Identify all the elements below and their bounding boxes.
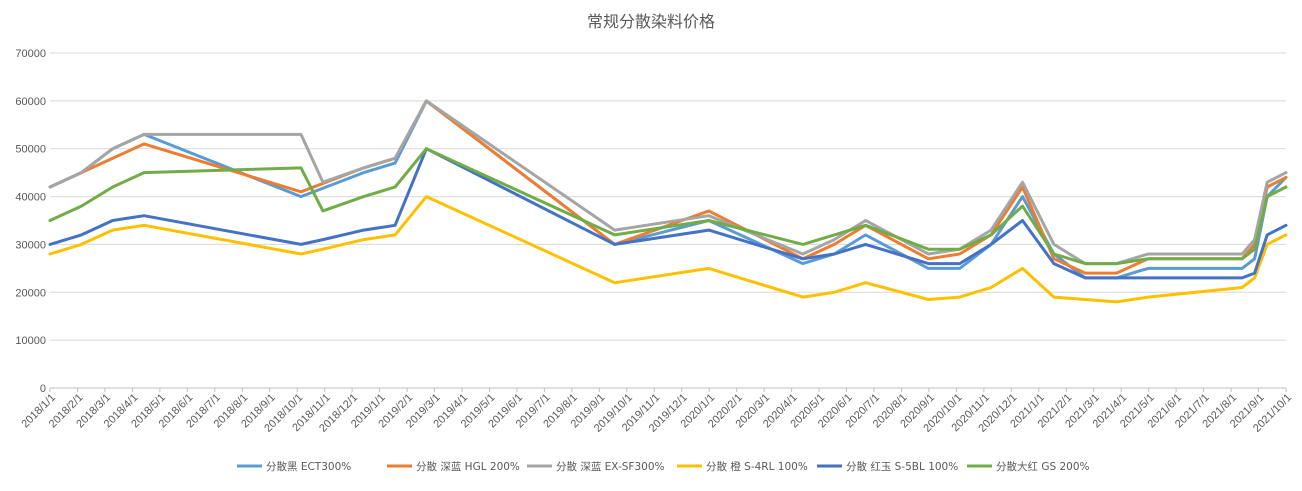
series-line-6 (48, 147, 1288, 266)
legend-item-5: 分散 红玉 S-5BL 100% (817, 460, 958, 473)
legend-label: 分散 红玉 S-5BL 100% (846, 460, 958, 473)
legend-label: 分散 深蓝 HGL 200% (416, 460, 520, 473)
y-axis-ticks: 0 10000 20000 30000 40000 50000 60000 70000 (15, 48, 46, 395)
legend-label: 分散 橙 S-4RL 100% (706, 460, 808, 473)
y-tick-label: 60000 (15, 96, 46, 108)
chart-title: 常规分散染料价格 (587, 12, 715, 31)
legend-item-1: 分散黑 ECT300% (237, 460, 351, 473)
y-tick-label: 10000 (15, 335, 46, 347)
legend-item-6: 分散大红 GS 200% (967, 460, 1090, 473)
legend-item-4: 分散 橙 S-4RL 100% (677, 460, 808, 473)
y-tick-label: 50000 (15, 144, 46, 156)
series-line-4 (48, 195, 1288, 304)
legend-item-3: 分散 深蓝 EX-SF300% (527, 460, 665, 473)
y-tick-label: 0 (40, 383, 46, 395)
y-tick-label: 70000 (15, 48, 46, 60)
legend-label: 分散黑 ECT300% (266, 460, 351, 473)
y-tick-label: 20000 (15, 287, 46, 299)
series-line-1 (48, 99, 1288, 280)
y-tick-label: 40000 (15, 192, 46, 204)
legend-label: 分散 深蓝 EX-SF300% (556, 460, 665, 473)
series-lines (48, 99, 1288, 304)
legend: 分散黑 ECT300% 分散 深蓝 HGL 200% 分散 深蓝 EX-SF300%… (237, 460, 1090, 473)
series-line-5 (48, 147, 1288, 280)
y-tick-label: 30000 (15, 239, 46, 251)
legend-label: 分散大红 GS 200% (996, 460, 1090, 473)
legend-item-2: 分散 深蓝 HGL 200% (387, 460, 520, 473)
